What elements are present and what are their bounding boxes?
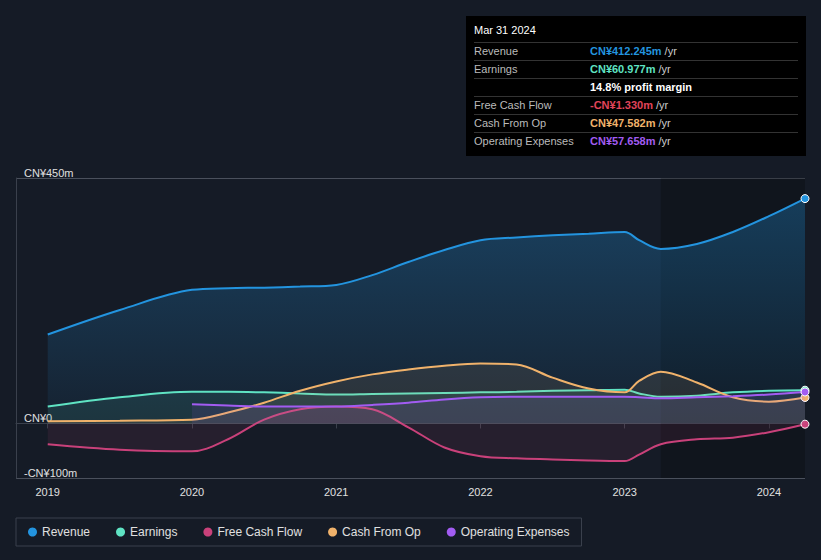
svg-text:Revenue: Revenue <box>42 525 90 539</box>
svg-text:-CN¥100m: -CN¥100m <box>24 467 77 479</box>
html-text:Cash From Op: Cash From Op <box>474 117 547 129</box>
svg-text:2024: 2024 <box>757 486 781 498</box>
html-text:CN¥47.582m /yr: CN¥47.582m /yr <box>590 117 671 129</box>
html-text:Revenue: Revenue <box>474 45 518 57</box>
svg-text:2019: 2019 <box>35 486 59 498</box>
html-text:CN¥57.658m /yr: CN¥57.658m /yr <box>590 135 671 147</box>
svg-text:CN¥0: CN¥0 <box>24 412 53 424</box>
html-text:Mar 31 2024: Mar 31 2024 <box>474 24 536 36</box>
svg-text:2021: 2021 <box>324 486 348 498</box>
svg-text:Earnings: Earnings <box>130 525 177 539</box>
svg-text:2022: 2022 <box>468 486 492 498</box>
html-text:Operating Expenses: Operating Expenses <box>474 135 574 147</box>
svg-text:Cash From Op: Cash From Op <box>342 525 421 539</box>
svg-text:2020: 2020 <box>180 486 204 498</box>
html-text:Free Cash Flow: Free Cash Flow <box>474 99 552 111</box>
svg-text:Free Cash Flow: Free Cash Flow <box>217 525 302 539</box>
html-text:CN¥412.245m /yr: CN¥412.245m /yr <box>590 45 677 57</box>
html-text:14.8% profit margin: 14.8% profit margin <box>590 81 693 93</box>
html-text:-CN¥1.330m /yr: -CN¥1.330m /yr <box>590 99 669 111</box>
svg-text:CN¥450m: CN¥450m <box>24 167 74 179</box>
svg-text:2023: 2023 <box>612 486 636 498</box>
svg-text:Operating Expenses: Operating Expenses <box>461 525 570 539</box>
html-text:CN¥60.977m /yr: CN¥60.977m /yr <box>590 63 671 75</box>
html-text:Earnings: Earnings <box>474 63 518 75</box>
